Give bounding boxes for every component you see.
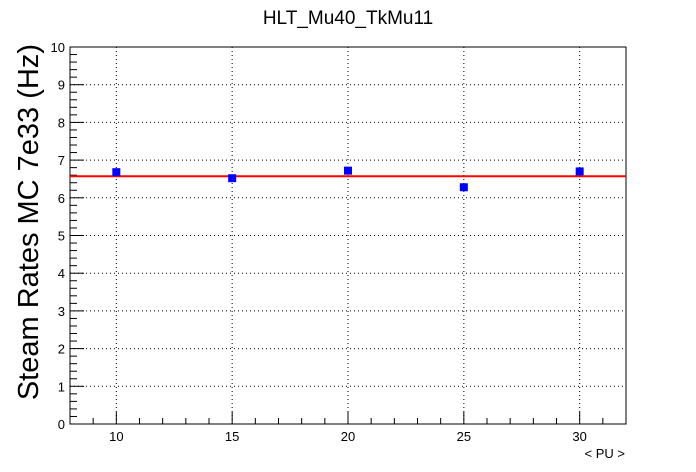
y-tick-label: 10 <box>51 40 65 55</box>
y-tick-label: 4 <box>58 266 65 281</box>
y-tick-label: 7 <box>58 153 65 168</box>
y-tick-label: 2 <box>58 342 65 357</box>
x-tick-label: 20 <box>341 429 355 444</box>
y-tick-label: 5 <box>58 229 65 244</box>
grid <box>70 47 626 424</box>
points <box>112 166 584 192</box>
x-axis-label: < PU > <box>585 446 625 461</box>
x-tick-label: 15 <box>225 429 239 444</box>
data-point <box>228 174 237 183</box>
y-ticks: 0 1 2 3 4 5 6 7 8 9 10 <box>51 40 84 432</box>
data-point <box>112 168 121 177</box>
y-tick-label: 3 <box>58 304 65 319</box>
x-tick-label: 10 <box>109 429 123 444</box>
y-axis-label: Steam Rates MC 7e33 (Hz) <box>13 44 45 400</box>
x-tick-label: 30 <box>572 429 586 444</box>
y-tick-label: 9 <box>58 78 65 93</box>
data-point <box>459 183 468 192</box>
y-tick-label: 0 <box>58 417 65 432</box>
data-point <box>344 166 352 175</box>
y-tick-label: 1 <box>58 379 65 394</box>
x-tick-label: 25 <box>457 429 471 444</box>
y-tick-label: 6 <box>58 191 65 206</box>
x-ticks: 10 15 20 25 30 <box>69 412 627 444</box>
data-point <box>575 167 584 176</box>
y-tick-label: 8 <box>58 115 65 130</box>
chart-title: HLT_Mu40_TkMu11 <box>263 8 433 29</box>
